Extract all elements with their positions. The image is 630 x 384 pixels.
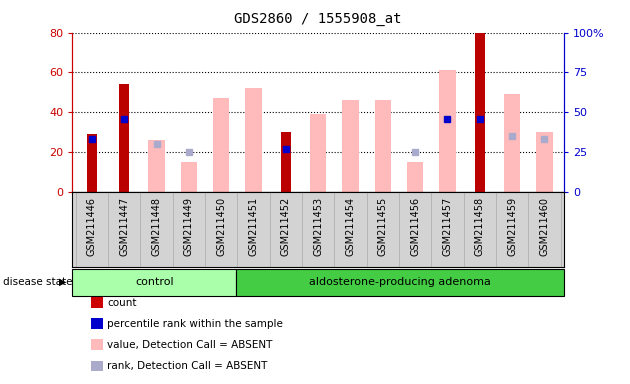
Bar xyxy=(407,162,423,192)
Text: value, Detection Call = ABSENT: value, Detection Call = ABSENT xyxy=(107,340,273,350)
Bar xyxy=(236,269,564,296)
Text: GSM211447: GSM211447 xyxy=(119,197,129,257)
Bar xyxy=(375,100,391,192)
Bar xyxy=(149,140,164,192)
Text: GSM211455: GSM211455 xyxy=(378,197,388,257)
Text: percentile rank within the sample: percentile rank within the sample xyxy=(107,319,283,329)
Text: GSM211458: GSM211458 xyxy=(475,197,485,257)
Text: GSM211460: GSM211460 xyxy=(539,197,549,256)
Bar xyxy=(475,33,484,192)
Bar xyxy=(181,162,197,192)
Text: GSM211446: GSM211446 xyxy=(87,197,97,256)
Text: GSM211454: GSM211454 xyxy=(345,197,355,257)
Text: GSM211452: GSM211452 xyxy=(281,197,291,257)
Bar xyxy=(87,134,96,192)
Text: control: control xyxy=(135,277,174,287)
Text: disease state: disease state xyxy=(3,277,72,287)
Text: ▶: ▶ xyxy=(59,277,67,287)
Text: count: count xyxy=(107,298,137,308)
Bar xyxy=(342,100,358,192)
Bar xyxy=(72,269,236,296)
Text: GSM211456: GSM211456 xyxy=(410,197,420,257)
Text: rank, Detection Call = ABSENT: rank, Detection Call = ABSENT xyxy=(107,361,268,371)
Bar xyxy=(119,84,129,192)
Text: GSM211453: GSM211453 xyxy=(313,197,323,257)
Bar xyxy=(246,88,261,192)
Text: GSM211459: GSM211459 xyxy=(507,197,517,257)
Text: GSM211448: GSM211448 xyxy=(151,197,161,256)
Text: GDS2860 / 1555908_at: GDS2860 / 1555908_at xyxy=(234,12,402,25)
Bar xyxy=(504,94,520,192)
Text: GSM211450: GSM211450 xyxy=(216,197,226,257)
Text: GSM211457: GSM211457 xyxy=(442,197,452,257)
Text: aldosterone-producing adenoma: aldosterone-producing adenoma xyxy=(309,277,491,287)
Bar xyxy=(213,98,229,192)
Bar xyxy=(310,114,326,192)
Bar xyxy=(439,71,455,192)
Bar xyxy=(281,132,290,192)
Text: GSM211451: GSM211451 xyxy=(248,197,258,257)
Text: GSM211449: GSM211449 xyxy=(184,197,194,256)
Bar xyxy=(536,132,553,192)
